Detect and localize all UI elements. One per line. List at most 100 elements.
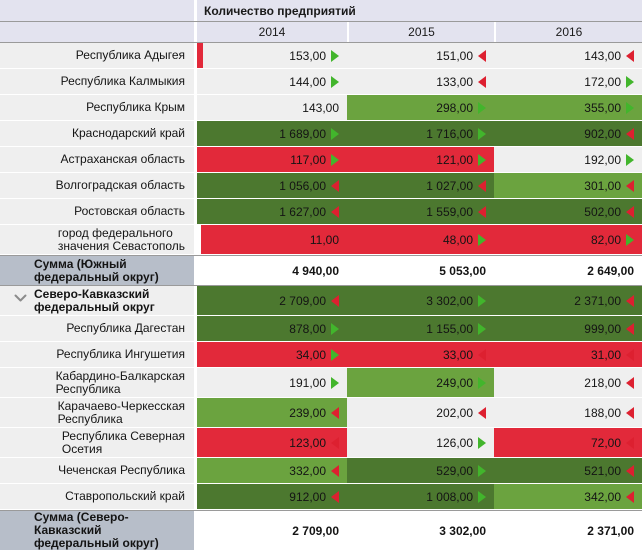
row-label[interactable]: Кабардино-Балкарская Республика xyxy=(0,368,197,397)
row-label-text: Ростовская область xyxy=(74,204,185,218)
trend-down-icon xyxy=(626,322,634,335)
row-label[interactable]: Республика Калмыкия xyxy=(0,69,197,94)
cell-value: 123,00 xyxy=(289,435,326,450)
trend-down-icon xyxy=(331,490,339,503)
trend-up-icon xyxy=(478,101,486,114)
value-cell-2015: 3 302,00 xyxy=(347,511,494,550)
value-cell-2016: 902,00 xyxy=(494,121,642,146)
row-label[interactable]: Карачаево-Черкесская Республика xyxy=(0,398,197,427)
row-label[interactable]: Чеченская Республика xyxy=(0,458,197,483)
value-cell-2015: 5 053,00 xyxy=(347,256,494,285)
cell-value: 34,00 xyxy=(295,347,326,362)
cell-value: 143,00 xyxy=(584,48,621,63)
table-row: Республика Калмыкия 144,00 133,00 172,00 xyxy=(0,69,642,95)
header-corner-cell xyxy=(0,22,197,42)
value-cell-2015: 133,00 xyxy=(347,69,494,94)
table-row: Северо-Кавказский федеральный округ 2 709… xyxy=(0,286,642,316)
value-cell-2014: 191,00 xyxy=(197,368,347,397)
row-label-text: город федерального значения Севастополь xyxy=(57,225,185,253)
cell-value: 191,00 xyxy=(289,375,326,390)
row-label[interactable]: Республика Ингушетия xyxy=(0,342,197,367)
trend-up-icon xyxy=(478,153,486,166)
cell-value: 31,00 xyxy=(590,347,621,362)
row-label-text: Республика Крым xyxy=(86,100,185,114)
cell-value: 218,00 xyxy=(584,375,621,390)
value-cell-2014: 34,00 xyxy=(197,342,347,367)
row-label[interactable]: Республика Северная Осетия xyxy=(0,428,197,457)
row-label[interactable]: Волгоградская область xyxy=(0,173,197,198)
trend-down-icon xyxy=(478,406,486,419)
cell-value: 1 155,00 xyxy=(426,321,473,336)
trend-up-icon xyxy=(626,101,634,114)
cell-value: 143,00 xyxy=(302,100,339,115)
row-label[interactable]: Республика Дагестан xyxy=(0,316,197,341)
header-corner-cell xyxy=(0,0,197,21)
row-label-text: Краснодарский край xyxy=(71,126,185,140)
row-label[interactable]: Республика Адыгея xyxy=(0,43,197,68)
value-cell-2016: 355,00 xyxy=(494,95,642,120)
trend-up-icon xyxy=(626,75,634,88)
trend-down-icon xyxy=(626,406,634,419)
trend-down-icon xyxy=(626,179,634,192)
collapse-chevron-icon[interactable] xyxy=(14,294,27,303)
value-cell-2016: 521,00 xyxy=(494,458,642,483)
cell-value: 11,00 xyxy=(309,232,339,247)
value-cell-2014: 144,00 xyxy=(197,69,347,94)
cell-value: 2 649,00 xyxy=(587,263,634,278)
table-row: Сумма (Южный федеральный округ) 4 940,00 5… xyxy=(0,255,642,286)
value-minibar xyxy=(197,43,203,68)
trend-up-icon xyxy=(331,127,339,140)
row-label[interactable]: город федерального значения Севастополь xyxy=(0,225,197,254)
trend-down-icon xyxy=(626,294,634,307)
cell-value: 4 940,00 xyxy=(292,263,339,278)
row-label-text: Сумма (Южный федеральный округ) xyxy=(34,256,159,284)
table-row: Ростовская область 1 627,00 1 559,00 502,00 xyxy=(0,199,642,225)
value-cell-2014: 4 940,00 xyxy=(197,256,347,285)
trend-down-icon xyxy=(331,464,339,477)
table-row: Чеченская Республика 332,00 529,00 521,00 xyxy=(0,458,642,484)
value-cell-2016: 172,00 xyxy=(494,69,642,94)
table-row: Астраханская область 117,00 121,00 192,00 xyxy=(0,147,642,173)
cell-value: 999,00 xyxy=(584,321,621,336)
row-label[interactable]: Ставропольский край xyxy=(0,484,197,509)
trend-down-icon xyxy=(626,49,634,62)
row-label-text: Республика Северная Осетия xyxy=(61,428,185,456)
value-cell-2016: 72,00 xyxy=(494,428,642,457)
table-row: Сумма (Северо-Кавказский федеральный окр… xyxy=(0,510,642,550)
row-label-text: Республика Адыгея xyxy=(75,48,185,62)
trend-up-icon xyxy=(626,233,634,246)
cell-value: 529,00 xyxy=(436,463,473,478)
row-label-text: Республика Дагестан xyxy=(66,321,185,335)
value-cell-2015: 1 559,00 xyxy=(347,199,494,224)
value-cell-2016: 2 649,00 xyxy=(494,256,642,285)
value-cell-2016: 2 371,00 xyxy=(494,511,642,550)
cell-value: 298,00 xyxy=(436,100,473,115)
table-body: Республика Адыгея 153,00 151,00 143,00 Респу… xyxy=(0,43,642,550)
cell-value: 5 053,00 xyxy=(439,263,486,278)
trend-down-icon xyxy=(331,294,339,307)
row-label[interactable]: Астраханская область xyxy=(0,147,197,172)
value-cell-2015: 151,00 xyxy=(347,43,494,68)
row-label[interactable]: Северо-Кавказский федеральный округ xyxy=(0,286,197,315)
value-cell-2015: 1 155,00 xyxy=(347,316,494,341)
cell-value: 521,00 xyxy=(584,463,621,478)
trend-up-icon xyxy=(331,376,339,389)
trend-down-icon xyxy=(478,205,486,218)
row-label[interactable]: Ростовская область xyxy=(0,199,197,224)
cell-value: 153,00 xyxy=(289,48,326,63)
value-cell-2016: 218,00 xyxy=(494,368,642,397)
row-label[interactable]: Краснодарский край xyxy=(0,121,197,146)
trend-down-icon xyxy=(626,127,634,140)
row-label-text: Республика Калмыкия xyxy=(60,74,185,88)
column-header-2015: 2015 xyxy=(347,22,494,42)
trend-up-icon xyxy=(478,376,486,389)
value-cell-2015: 1 027,00 xyxy=(347,173,494,198)
cell-value: 188,00 xyxy=(584,405,621,420)
table-row: Республика Ингушетия 34,00 33,00 31,00 xyxy=(0,342,642,368)
value-cell-2015: 48,00 xyxy=(347,225,494,254)
cell-value: 1 627,00 xyxy=(279,204,326,219)
cell-value: 239,00 xyxy=(289,405,326,420)
row-label[interactable]: Республика Крым xyxy=(0,95,197,120)
value-cell-2016: 143,00 xyxy=(494,43,642,68)
